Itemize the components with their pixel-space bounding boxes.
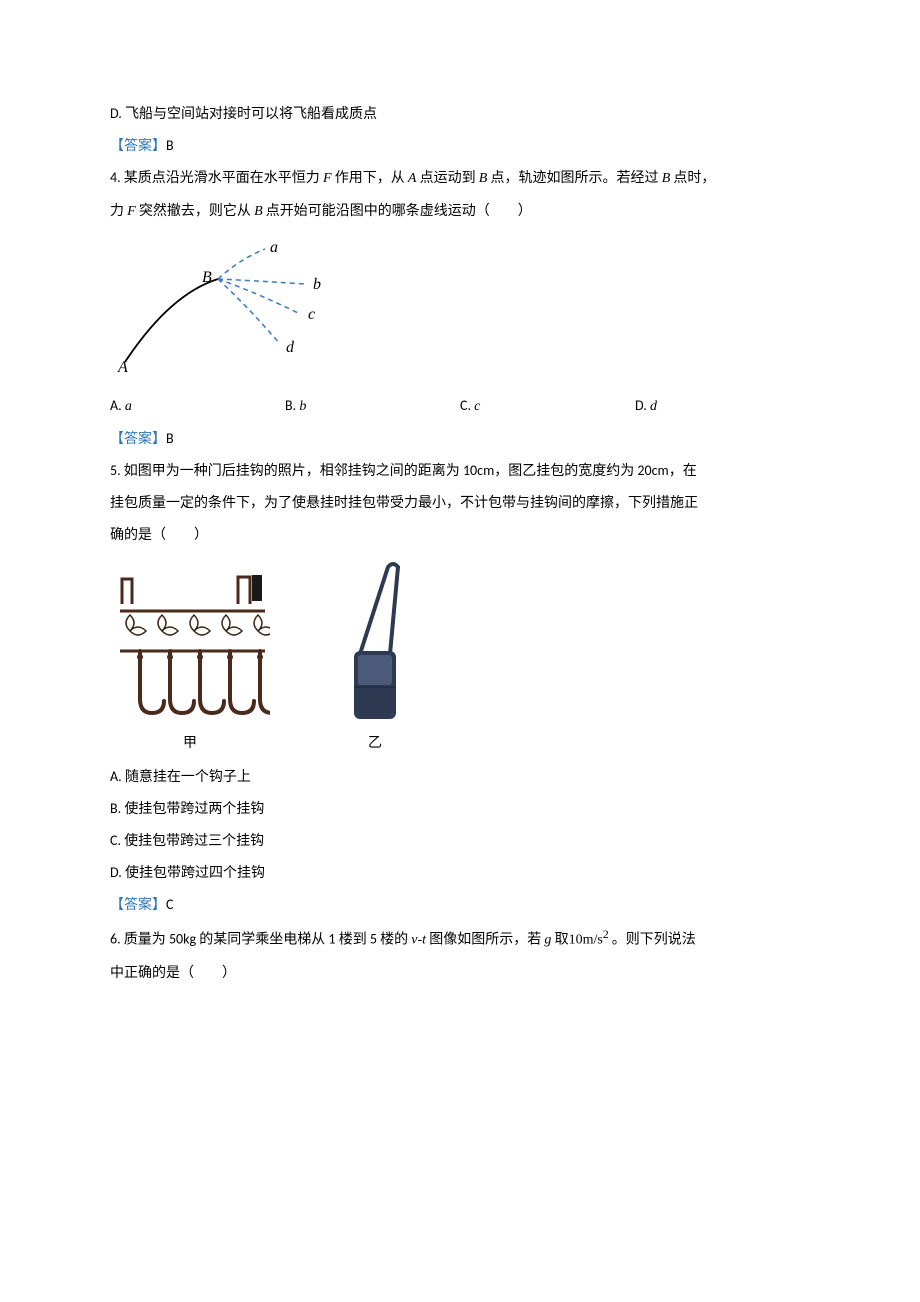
q3-answer-value: B: [166, 137, 174, 154]
svg-text:b: b: [313, 276, 321, 293]
q4-text: 突然撤去，则它从: [136, 202, 254, 219]
q4-text: 力: [110, 202, 127, 219]
q4-B2: B: [662, 171, 671, 186]
q4-options: A. a B. b C. c D. d: [110, 392, 810, 421]
q4-text: 作用下，从: [332, 169, 408, 186]
q3-option-d: D. 飞船与空间站对接时可以将飞船看成质点: [110, 100, 810, 128]
q4-stem-line1: 4. 某质点沿光滑水平面在水平恒力 F 作用下，从 A 点运动到 B 点，轨迹如…: [110, 164, 810, 193]
q4-stem-line2: 力 F 突然撤去，则它从 B 点开始可能沿图中的哪条虚线运动（ ）: [110, 197, 810, 226]
opt-value: a: [125, 399, 132, 414]
svg-text:A: A: [117, 359, 128, 374]
q5-figures: 甲 乙: [110, 559, 810, 757]
q6-vt: v-t: [411, 933, 426, 948]
q4-opt-a: A. a: [110, 392, 285, 421]
q5-stem-line2: 挂包质量一定的条件下，为了使悬挂时挂包带受力最小，不计包带与挂钩间的摩擦，下列措…: [110, 489, 810, 517]
opt-value: d: [650, 399, 657, 414]
opt-prefix: C.: [460, 397, 474, 414]
q5-option-a: A. 随意挂在一个钩子上: [110, 763, 810, 791]
q6-stem-line2: 中正确的是（ ）: [110, 959, 810, 987]
q4-diagram: a bcd A B: [110, 234, 810, 374]
q5-answer: 【答案】C: [110, 891, 810, 919]
opt-prefix: A.: [110, 397, 125, 414]
q5-caption-jia: 甲: [110, 729, 270, 757]
q5-fig-jia: [110, 569, 270, 729]
q4-text: 点开始可能沿图中的哪条虚线运动（ ）: [263, 202, 532, 219]
q4-text: 点时，: [670, 169, 715, 186]
q5-fig-jia-wrap: 甲: [110, 569, 270, 757]
svg-text:c: c: [308, 306, 315, 323]
q5-answer-value: C: [166, 896, 173, 913]
q4-opt-c: C. c: [460, 392, 635, 421]
q4-text: 点，轨迹如图所示。若经过: [487, 169, 661, 186]
q4-answer-label: 【答案】: [110, 430, 166, 447]
q4-text: 4. 某质点沿光滑水平面在水平恒力: [110, 169, 323, 186]
q6-text: 取: [551, 931, 568, 948]
q3-answer-label: 【答案】: [110, 137, 166, 154]
q3-answer: 【答案】B: [110, 132, 810, 160]
q5-option-b: B. 使挂包带跨过两个挂钩: [110, 795, 810, 823]
q5-option-d: D. 使挂包带跨过四个挂钩: [110, 859, 810, 887]
q5-fig-yi-wrap: 乙: [330, 559, 420, 757]
q5-stem-line1: 5. 如图甲为一种门后挂钩的照片，相邻挂钩之间的距离为 10cm，图乙挂包的宽度…: [110, 457, 810, 485]
q5-option-c: C. 使挂包带跨过三个挂钩: [110, 827, 810, 855]
svg-text:a: a: [270, 239, 278, 256]
q6-stem-line1: 6. 质量为 50kg 的某同学乘坐电梯从 1 楼到 5 楼的 v-t 图像如图…: [110, 923, 810, 955]
q4-opt-d: D. d: [635, 392, 810, 421]
q6-gval: 10m/s: [569, 933, 603, 948]
q5-answer-label: 【答案】: [110, 896, 166, 913]
q5-caption-yi: 乙: [330, 729, 420, 757]
q6-text: 。则下列说法: [609, 931, 696, 948]
opt-value: b: [299, 399, 306, 414]
q5-stem-line3: 确的是（ ）: [110, 521, 810, 549]
opt-prefix: D.: [635, 397, 650, 414]
q4-answer-value: B: [166, 430, 174, 447]
svg-text:d: d: [286, 339, 295, 356]
opt-prefix: B.: [285, 397, 299, 414]
q6-text: 6. 质量为 50kg 的某同学乘坐电梯从 1 楼到 5 楼的: [110, 931, 411, 948]
q4-F: F: [323, 171, 332, 186]
q4-opt-b: B. b: [285, 392, 460, 421]
q4-answer: 【答案】B: [110, 425, 810, 453]
q6-text: 图像如图所示，若: [426, 931, 544, 948]
q4-B3: B: [254, 204, 263, 219]
svg-text:B: B: [202, 269, 212, 286]
q5-fig-yi: [330, 559, 420, 729]
opt-value: c: [474, 399, 480, 414]
q4-F2: F: [127, 204, 136, 219]
q4-text: 点运动到: [416, 169, 478, 186]
